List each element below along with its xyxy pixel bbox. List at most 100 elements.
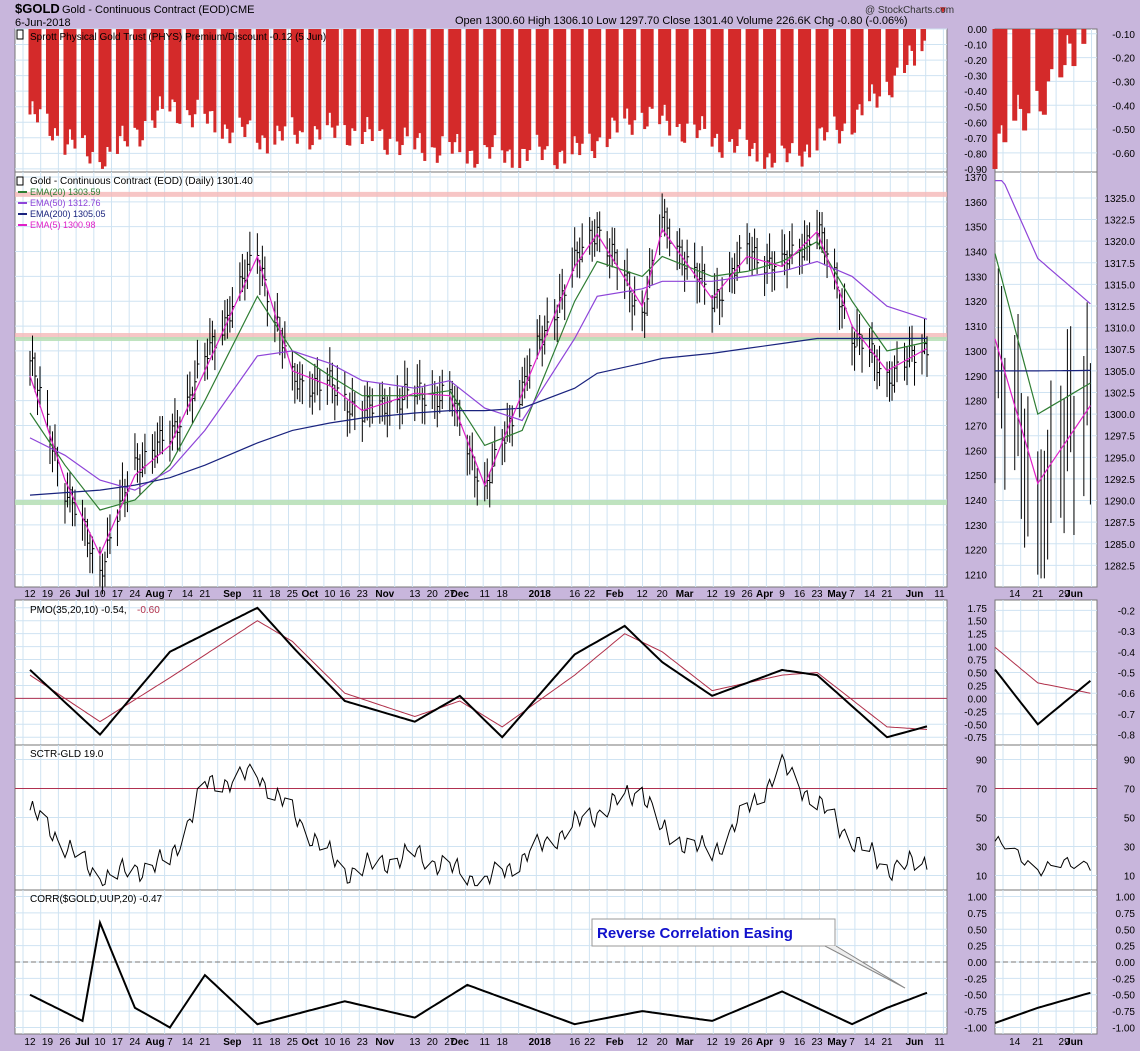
phys-bar	[678, 29, 682, 124]
sctr-zoom-y-tick: 90	[1124, 756, 1136, 767]
corr-zoom-y-tick: -0.25	[1112, 974, 1135, 985]
phys-bar	[885, 29, 889, 82]
phys-zoom-bar	[1002, 29, 1008, 143]
phys-bar	[535, 29, 539, 135]
phys-bar	[70, 29, 74, 140]
x-tick: 26	[742, 589, 754, 600]
phys-bar	[83, 29, 87, 136]
x-tick-bottom: 12	[707, 1037, 719, 1048]
resistance-band	[15, 191, 947, 197]
x-tick-bottom: 18	[497, 1037, 509, 1048]
pmo-signal-label: -0.60	[137, 605, 160, 616]
x-tick: 18	[269, 589, 281, 600]
x-tick-bottom: 22	[584, 1037, 596, 1048]
phys-bar	[175, 29, 179, 124]
x-tick: Mar	[676, 589, 694, 600]
price-zoom-y-tick: 1302.5	[1104, 388, 1135, 399]
x-tick-bottom: 16	[794, 1037, 806, 1048]
corr-zoom-y-tick: 0.00	[1116, 958, 1136, 969]
phys-zoom-y-tick: -0.30	[1112, 77, 1135, 88]
phys-bar	[663, 29, 667, 105]
x-tick: 21	[881, 589, 893, 600]
phys-bar	[715, 29, 719, 134]
phys-zoom-y-tick: -0.10	[1112, 30, 1135, 41]
x-tick: 24	[129, 589, 141, 600]
ema200-line	[29, 337, 928, 496]
phys-zoom-bar	[1061, 29, 1067, 66]
corr-y-tick: 0.50	[968, 925, 988, 936]
price-y-tick: 1210	[965, 571, 988, 582]
phys-bar	[30, 29, 34, 102]
phys-bar	[608, 29, 612, 139]
phys-bar	[508, 29, 512, 150]
price-y-tick: 1360	[965, 198, 988, 209]
phys-bar	[710, 29, 714, 147]
phys-bar	[418, 29, 422, 134]
x-tick: 16	[794, 589, 806, 600]
x-tick-bottom: Oct	[302, 1037, 319, 1048]
phys-bar	[738, 29, 742, 130]
phys-bar	[588, 29, 592, 134]
phys-bar	[560, 29, 564, 151]
pmo-label: PMO(35,20,10) -0.54,	[30, 605, 127, 616]
phys-zoom-bar	[1064, 29, 1070, 36]
x-tick-bottom: 19	[724, 1037, 736, 1048]
phys-bar	[523, 29, 527, 149]
phys-bar	[280, 29, 284, 141]
phys-bar	[38, 29, 42, 110]
sctr-zoom-line	[994, 835, 1091, 877]
zoom-x-tick-bottom: Jun	[1065, 1037, 1083, 1048]
x-tick: 27	[444, 589, 456, 600]
phys-bar	[168, 29, 172, 112]
phys-bar	[873, 29, 877, 94]
zoom-x-tick-bottom: 14	[1009, 1037, 1021, 1048]
phys-bar	[573, 29, 577, 137]
phys-bar	[483, 29, 487, 146]
phys-bar	[220, 29, 224, 139]
phys-zoom-bar	[1071, 29, 1077, 67]
zoom-x-tick: 29	[1059, 589, 1071, 600]
phys-bar	[33, 29, 37, 115]
pmo-zoom-y-tick: -0.2	[1118, 606, 1136, 617]
phys-bar	[665, 29, 669, 121]
x-tick: 12	[707, 589, 719, 600]
x-tick-bottom: 11	[480, 1037, 491, 1048]
price-zoom-y-tick: 1310.0	[1104, 324, 1135, 335]
phys-bar	[193, 29, 197, 115]
price-title: Gold - Continuous Contract (EOD) (Daily)…	[30, 176, 253, 187]
phys-bar	[675, 29, 679, 127]
phys-bar	[465, 29, 469, 164]
phys-bar	[570, 29, 574, 155]
pmo-y-tick: -0.25	[964, 707, 987, 718]
price-zoom-y-tick: 1305.0	[1104, 367, 1135, 378]
corr-y-tick: -0.50	[964, 991, 987, 1002]
phys-bar	[403, 29, 407, 128]
x-tick-bottom: 13	[409, 1037, 421, 1048]
phys-bar	[45, 29, 49, 114]
phys-bar	[370, 29, 374, 142]
phys-bar	[353, 29, 357, 131]
x-tick: Nov	[375, 589, 394, 600]
x-tick: May	[827, 589, 847, 600]
phys-bar	[195, 29, 199, 100]
x-tick: 19	[724, 589, 736, 600]
phys-bar	[213, 29, 217, 133]
phys-bar	[753, 29, 757, 144]
phys-zoom-bar	[1018, 29, 1024, 109]
price-y-tick: 1260	[965, 446, 988, 457]
price-zoom-y-tick: 1290.0	[1104, 497, 1135, 508]
phys-bar	[400, 29, 404, 146]
price-y-tick: 1310	[965, 322, 988, 333]
phys-bar	[348, 29, 352, 146]
x-tick: 22	[584, 589, 596, 600]
corr-zoom-y-tick: 0.75	[1116, 909, 1136, 920]
phys-bar	[703, 29, 707, 129]
pmo-y-tick: 0.00	[968, 694, 988, 705]
phys-zoom-y-tick: -0.20	[1112, 54, 1135, 65]
x-tick: Feb	[606, 589, 624, 600]
corr-y-tick: -0.75	[964, 1007, 987, 1018]
phys-bar	[713, 29, 717, 139]
phys-label: Sprott Physical Gold Trust (PHYS) Premiu…	[30, 32, 326, 43]
phys-bar	[293, 29, 297, 135]
phys-bar	[748, 29, 752, 157]
